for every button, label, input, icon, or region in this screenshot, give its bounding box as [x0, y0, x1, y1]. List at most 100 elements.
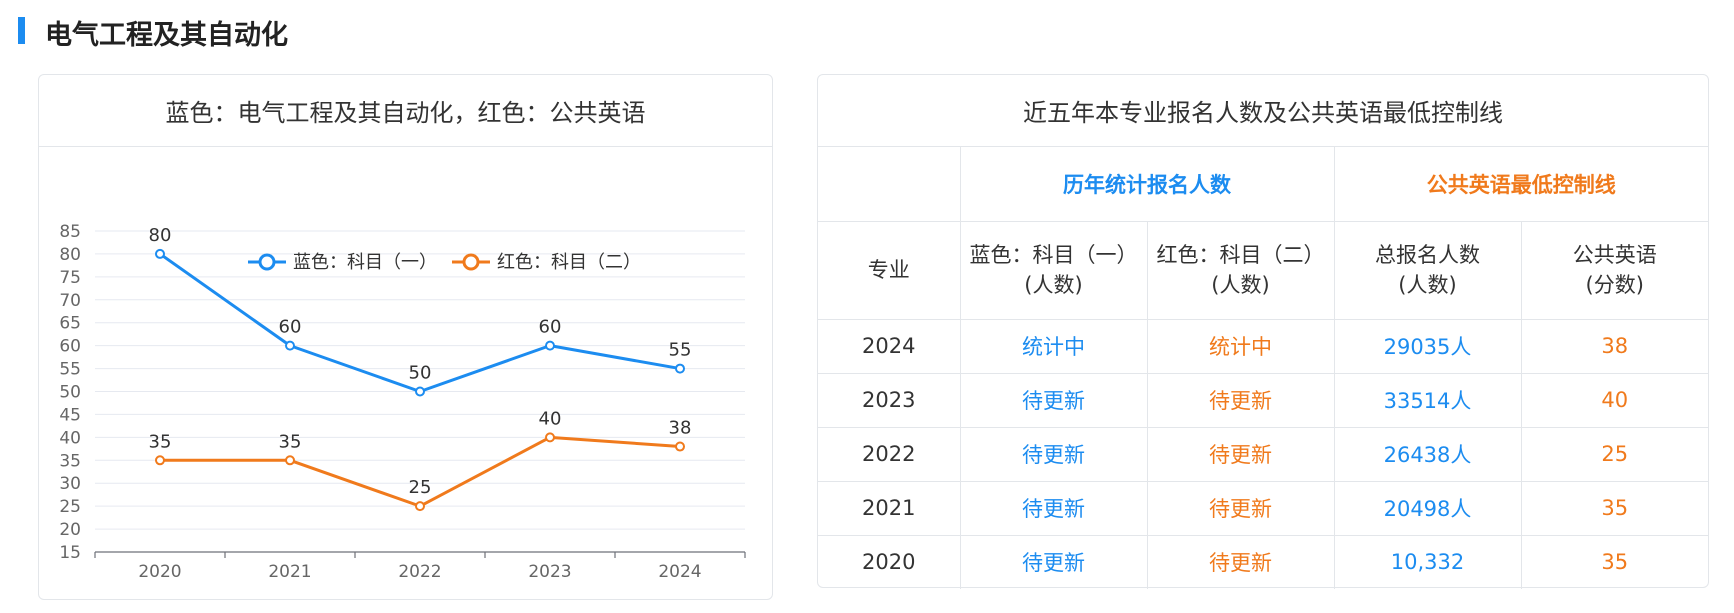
y-tick-label: 70 — [59, 291, 81, 311]
group-header-english-line: 公共英语最低控制线 — [1333, 147, 1708, 222]
cell-subject1: 待更新 — [959, 480, 1148, 536]
chart-panel-title: 蓝色：电气工程及其自动化，红色：公共英语 — [39, 75, 772, 147]
data-label: 35 — [279, 431, 302, 452]
data-point — [545, 432, 555, 443]
cell-subject1: 统计中 — [959, 318, 1148, 374]
cell-subject2: 待更新 — [1146, 372, 1335, 428]
cell-subject2: 待更新 — [1146, 426, 1335, 482]
cell-year: 2020 — [818, 534, 961, 589]
data-point — [675, 363, 685, 374]
data-label: 60 — [279, 317, 302, 338]
cell-year: 2021 — [818, 480, 961, 536]
cell-year: 2023 — [818, 372, 961, 428]
y-tick-label: 65 — [59, 314, 81, 334]
data-point — [155, 455, 165, 466]
cell-english: 38 — [1520, 318, 1708, 374]
section-title: 电气工程及其自动化 — [45, 20, 288, 51]
table-row: 2024 统计中 统计中 29035人 38 — [818, 318, 1708, 374]
y-tick-label: 75 — [59, 268, 81, 288]
table-row: 2020 待更新 待更新 10,332 35 — [818, 534, 1708, 589]
column-header-major-label: 专业 — [867, 258, 910, 282]
data-label: 80 — [149, 225, 172, 246]
table-group-header-empty — [818, 147, 961, 222]
column-header-subject2: 红色：科目（二） (人数) — [1146, 220, 1335, 320]
table-row: 2021 待更新 待更新 20498人 35 — [818, 480, 1708, 536]
data-point — [415, 386, 425, 397]
column-header-total: 总报名人数 (人数) — [1333, 220, 1522, 320]
cell-english: 40 — [1520, 372, 1708, 428]
cell-subject2: 待更新 — [1146, 480, 1335, 536]
data-point — [675, 441, 685, 452]
cell-year: 2022 — [818, 426, 961, 482]
data-point — [415, 501, 425, 512]
cell-year: 2024 — [818, 318, 961, 374]
y-tick-label: 30 — [59, 474, 81, 494]
table-row: 2022 待更新 待更新 26438人 25 — [818, 426, 1708, 482]
cell-subject2: 待更新 — [1146, 534, 1335, 589]
cell-subject1: 待更新 — [959, 426, 1148, 482]
x-tick-label: 2020 — [138, 562, 181, 582]
data-point — [285, 340, 295, 351]
y-tick-label: 20 — [59, 520, 81, 540]
column-header-english: 公共英语 (分数) — [1520, 220, 1708, 320]
table-panel-title: 近五年本专业报名人数及公共英语最低控制线 — [818, 75, 1708, 147]
cell-total: 20498人 — [1333, 480, 1522, 536]
column-header-subject1-label: 蓝色：科目（一） — [969, 243, 1138, 267]
x-tick-label: 2023 — [528, 562, 571, 582]
cell-subject1: 待更新 — [959, 534, 1148, 589]
legend-marker — [258, 253, 276, 271]
cell-english: 25 — [1520, 426, 1708, 482]
data-label: 40 — [539, 408, 562, 429]
column-header-english-unit: (分数) — [1585, 273, 1644, 297]
cell-total: 33514人 — [1333, 372, 1522, 428]
cell-total: 26438人 — [1333, 426, 1522, 482]
column-header-total-unit: (人数) — [1398, 273, 1457, 297]
cell-english: 35 — [1520, 480, 1708, 536]
column-header-subject2-unit: (人数) — [1211, 273, 1270, 297]
column-header-subject1: 蓝色：科目（一） (人数) — [959, 220, 1148, 320]
y-tick-label: 55 — [59, 360, 81, 380]
data-label: 50 — [409, 363, 432, 384]
table-group-header-row: 历年统计报名人数 公共英语最低控制线 — [818, 147, 1708, 222]
section-accent-bar — [18, 17, 25, 44]
data-label: 60 — [539, 317, 562, 338]
y-tick-label: 45 — [59, 405, 81, 425]
column-header-subject2-label: 红色：科目（二） — [1156, 243, 1325, 267]
legend-label: 蓝色：科目（一） — [293, 252, 437, 273]
x-tick-label: 2022 — [398, 562, 441, 582]
y-tick-label: 25 — [59, 497, 81, 517]
data-label: 55 — [669, 340, 692, 361]
data-label: 25 — [409, 477, 432, 498]
table-header-row: 专业 蓝色：科目（一） (人数) 红色：科目（二） (人数) 总报名人数 (人数) 公… — [818, 220, 1708, 320]
cell-total: 10,332 — [1333, 534, 1522, 589]
x-tick-label: 2021 — [268, 562, 311, 582]
data-point — [285, 455, 295, 466]
table-panel: 近五年本专业报名人数及公共英语最低控制线 历年统计报名人数 公共英语最低控制线 … — [817, 74, 1709, 589]
legend-label: 红色：科目（二） — [497, 252, 641, 273]
y-tick-label: 35 — [59, 451, 81, 471]
legend-marker — [462, 253, 480, 271]
y-tick-label: 85 — [59, 222, 81, 242]
data-label: 38 — [669, 418, 692, 439]
y-tick-label: 50 — [59, 383, 81, 403]
data-label: 35 — [149, 431, 172, 452]
y-tick-label: 15 — [59, 543, 81, 563]
table-row: 2023 待更新 待更新 33514人 40 — [818, 372, 1708, 428]
y-tick-label: 80 — [59, 245, 81, 265]
chart-panel: 蓝色：电气工程及其自动化，红色：公共英语 15 20 25 30 35 40 45 50 55 6… — [38, 74, 773, 600]
data-point — [155, 248, 165, 259]
cell-subject2: 统计中 — [1146, 318, 1335, 374]
column-header-english-label: 公共英语 — [1572, 243, 1657, 267]
cell-total: 29035人 — [1333, 318, 1522, 374]
y-tick-label: 60 — [59, 337, 81, 357]
cell-subject1: 待更新 — [959, 372, 1148, 428]
cell-english: 35 — [1520, 534, 1708, 589]
column-header-total-label: 总报名人数 — [1375, 243, 1480, 267]
column-header-major: 专业 — [818, 220, 961, 320]
x-tick-label: 2024 — [658, 562, 701, 582]
group-header-registrations: 历年统计报名人数 — [959, 147, 1335, 222]
data-point — [545, 340, 555, 351]
y-tick-label: 40 — [59, 428, 81, 448]
stats-table: 历年统计报名人数 公共英语最低控制线 专业 蓝色：科目（一） (人数) 红色：科目… — [818, 147, 1708, 589]
